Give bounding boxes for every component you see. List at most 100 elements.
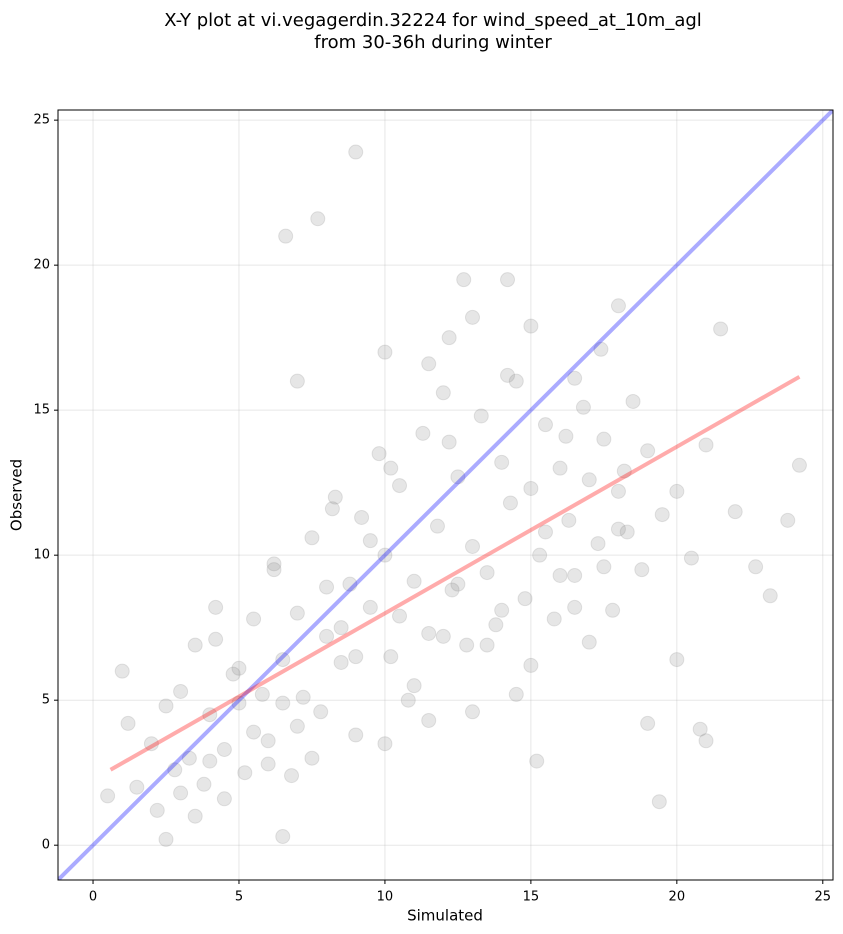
point [552,460,568,476]
point [383,460,399,476]
x-tick-label: 25 [815,890,832,905]
point [610,521,626,537]
point [473,408,489,424]
point [284,768,300,784]
x-tick-label: 10 [377,890,394,905]
y-tick-label: 25 [33,113,50,128]
fit-line [109,375,801,772]
point [324,501,340,517]
point [435,385,451,401]
point [202,753,218,769]
point [342,576,358,592]
point [216,791,232,807]
point [100,788,116,804]
x-tick-label: 0 [89,890,97,905]
point [237,765,253,781]
point [400,692,416,708]
point [173,683,189,699]
chart-title: X-Y plot at vi.vegagerdin.32224 for wind… [164,10,702,31]
point [392,478,408,494]
point [246,611,262,627]
point [523,657,539,673]
point [517,591,533,607]
chart-title: from 30-36h during winter [314,32,552,53]
point [377,736,393,752]
point [502,495,518,511]
point [371,446,387,462]
point [167,762,183,778]
point [610,298,626,314]
point [415,425,431,441]
point [479,565,495,581]
point [143,736,159,752]
point [616,463,632,479]
point [640,715,656,731]
point [278,228,294,244]
point [762,588,778,604]
point [494,454,510,470]
point [383,649,399,665]
point [575,399,591,415]
point [421,625,437,641]
point [523,480,539,496]
point [275,652,291,668]
point [362,599,378,615]
point [348,144,364,160]
point [494,602,510,618]
y-tick-label: 0 [42,838,50,853]
point [459,637,475,653]
point [581,472,597,488]
point [392,608,408,624]
point [450,576,466,592]
point [348,649,364,665]
point [465,309,481,325]
point [196,776,212,792]
point [231,695,247,711]
point [640,443,656,459]
y-tick-label: 20 [33,258,50,273]
point [698,437,714,453]
point [421,712,437,728]
point [500,367,516,383]
point [450,469,466,485]
point [187,808,203,824]
point [523,318,539,334]
y-tick-label: 15 [33,403,50,418]
point [651,794,667,810]
point [406,678,422,694]
point [441,434,457,450]
point [456,272,472,288]
point [567,370,583,386]
point [181,750,197,766]
point [444,582,460,598]
point [327,489,343,505]
point [610,483,626,499]
point [669,652,685,668]
point [289,373,305,389]
point [748,559,764,575]
point [260,733,276,749]
x-tick-label: 5 [235,890,243,905]
point [260,756,276,772]
point [441,330,457,346]
point [216,741,232,757]
point [581,634,597,650]
point [488,617,504,633]
point [508,373,524,389]
point [289,605,305,621]
point [692,721,708,737]
point [158,831,174,847]
point [537,417,553,433]
point [567,567,583,583]
point [129,779,145,795]
point [187,637,203,653]
point [780,512,796,528]
point [429,518,445,534]
point [348,727,364,743]
point [619,524,635,540]
point [479,637,495,653]
point [362,533,378,549]
point [546,611,562,627]
point [310,211,326,227]
point [508,686,524,702]
